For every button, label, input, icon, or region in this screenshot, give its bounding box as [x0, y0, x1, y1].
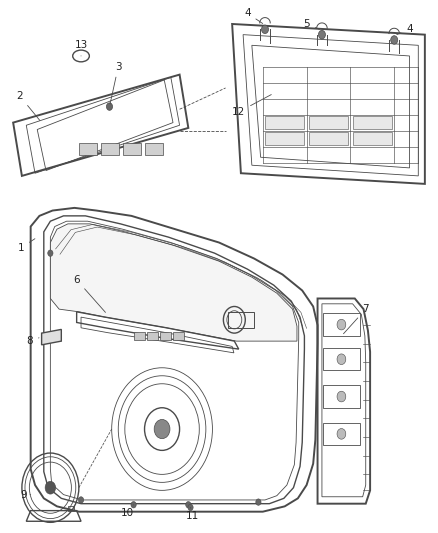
Bar [265, 116, 304, 129]
Text: 4: 4 [397, 25, 413, 35]
Circle shape [337, 391, 346, 402]
Bar [79, 143, 97, 155]
Bar [173, 332, 184, 340]
Text: 6: 6 [73, 275, 106, 312]
Text: 10: 10 [120, 505, 134, 518]
Circle shape [391, 36, 398, 44]
Bar [101, 143, 119, 155]
Bar [323, 385, 360, 408]
Circle shape [337, 319, 346, 330]
Circle shape [78, 497, 84, 503]
Circle shape [256, 499, 261, 505]
Circle shape [188, 504, 193, 511]
Bar [353, 132, 392, 145]
Bar [323, 348, 360, 370]
Text: 5: 5 [303, 19, 319, 29]
Bar [160, 332, 171, 340]
Circle shape [154, 419, 170, 439]
Circle shape [131, 502, 136, 508]
Circle shape [45, 481, 56, 494]
Text: 13: 13 [74, 41, 88, 56]
Bar [309, 132, 348, 145]
Text: 2: 2 [16, 91, 40, 120]
Circle shape [48, 250, 53, 256]
Circle shape [337, 354, 346, 365]
Bar [68, 506, 74, 511]
Text: 11: 11 [186, 507, 199, 521]
Polygon shape [42, 329, 61, 345]
Bar [134, 332, 145, 340]
Text: 7: 7 [343, 304, 369, 334]
Bar [123, 143, 141, 155]
Circle shape [186, 502, 191, 508]
Circle shape [318, 30, 325, 39]
Text: 8: 8 [26, 336, 39, 346]
Text: 9: 9 [21, 490, 31, 499]
Bar [228, 312, 254, 328]
Bar [147, 332, 158, 340]
Circle shape [106, 103, 113, 110]
Bar [145, 143, 163, 155]
Circle shape [337, 429, 346, 439]
Text: 4: 4 [244, 9, 263, 23]
Bar [353, 116, 392, 129]
Text: 1: 1 [18, 239, 35, 253]
Text: 12: 12 [232, 94, 271, 117]
Circle shape [261, 25, 268, 34]
Bar [265, 132, 304, 145]
Text: 3: 3 [110, 62, 122, 104]
Bar [309, 116, 348, 129]
Bar [323, 423, 360, 445]
Polygon shape [50, 224, 297, 341]
Bar [323, 313, 360, 336]
